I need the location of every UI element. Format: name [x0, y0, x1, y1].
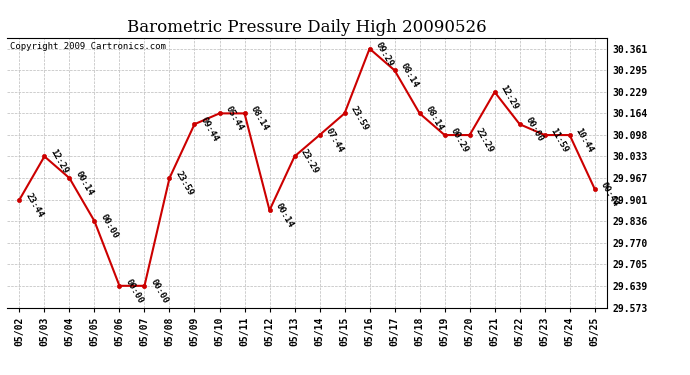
- Text: 12:29: 12:29: [48, 148, 70, 176]
- Text: 08:14: 08:14: [424, 105, 445, 132]
- Text: 00:14: 00:14: [274, 202, 295, 229]
- Text: 12:29: 12:29: [499, 83, 520, 111]
- Text: 08:14: 08:14: [248, 105, 270, 132]
- Text: 22:29: 22:29: [474, 126, 495, 154]
- Text: 00:44: 00:44: [599, 180, 620, 208]
- Text: 05:44: 05:44: [224, 105, 245, 132]
- Text: 00:00: 00:00: [524, 116, 545, 143]
- Text: 00:00: 00:00: [99, 213, 120, 240]
- Text: 07:44: 07:44: [324, 126, 345, 154]
- Text: Copyright 2009 Cartronics.com: Copyright 2009 Cartronics.com: [10, 42, 166, 51]
- Title: Barometric Pressure Daily High 20090526: Barometric Pressure Daily High 20090526: [127, 19, 487, 36]
- Text: 10:44: 10:44: [574, 126, 595, 154]
- Text: 00:14: 00:14: [74, 170, 95, 197]
- Text: 23:59: 23:59: [348, 105, 370, 132]
- Text: 09:44: 09:44: [199, 116, 220, 143]
- Text: 11:59: 11:59: [549, 126, 570, 154]
- Text: 00:00: 00:00: [124, 277, 145, 305]
- Text: 08:14: 08:14: [399, 62, 420, 90]
- Text: 23:44: 23:44: [23, 191, 45, 219]
- Text: 00:29: 00:29: [448, 126, 470, 154]
- Text: 09:29: 09:29: [374, 40, 395, 68]
- Text: 23:29: 23:29: [299, 148, 320, 176]
- Text: 00:00: 00:00: [148, 277, 170, 305]
- Text: 23:59: 23:59: [174, 170, 195, 197]
